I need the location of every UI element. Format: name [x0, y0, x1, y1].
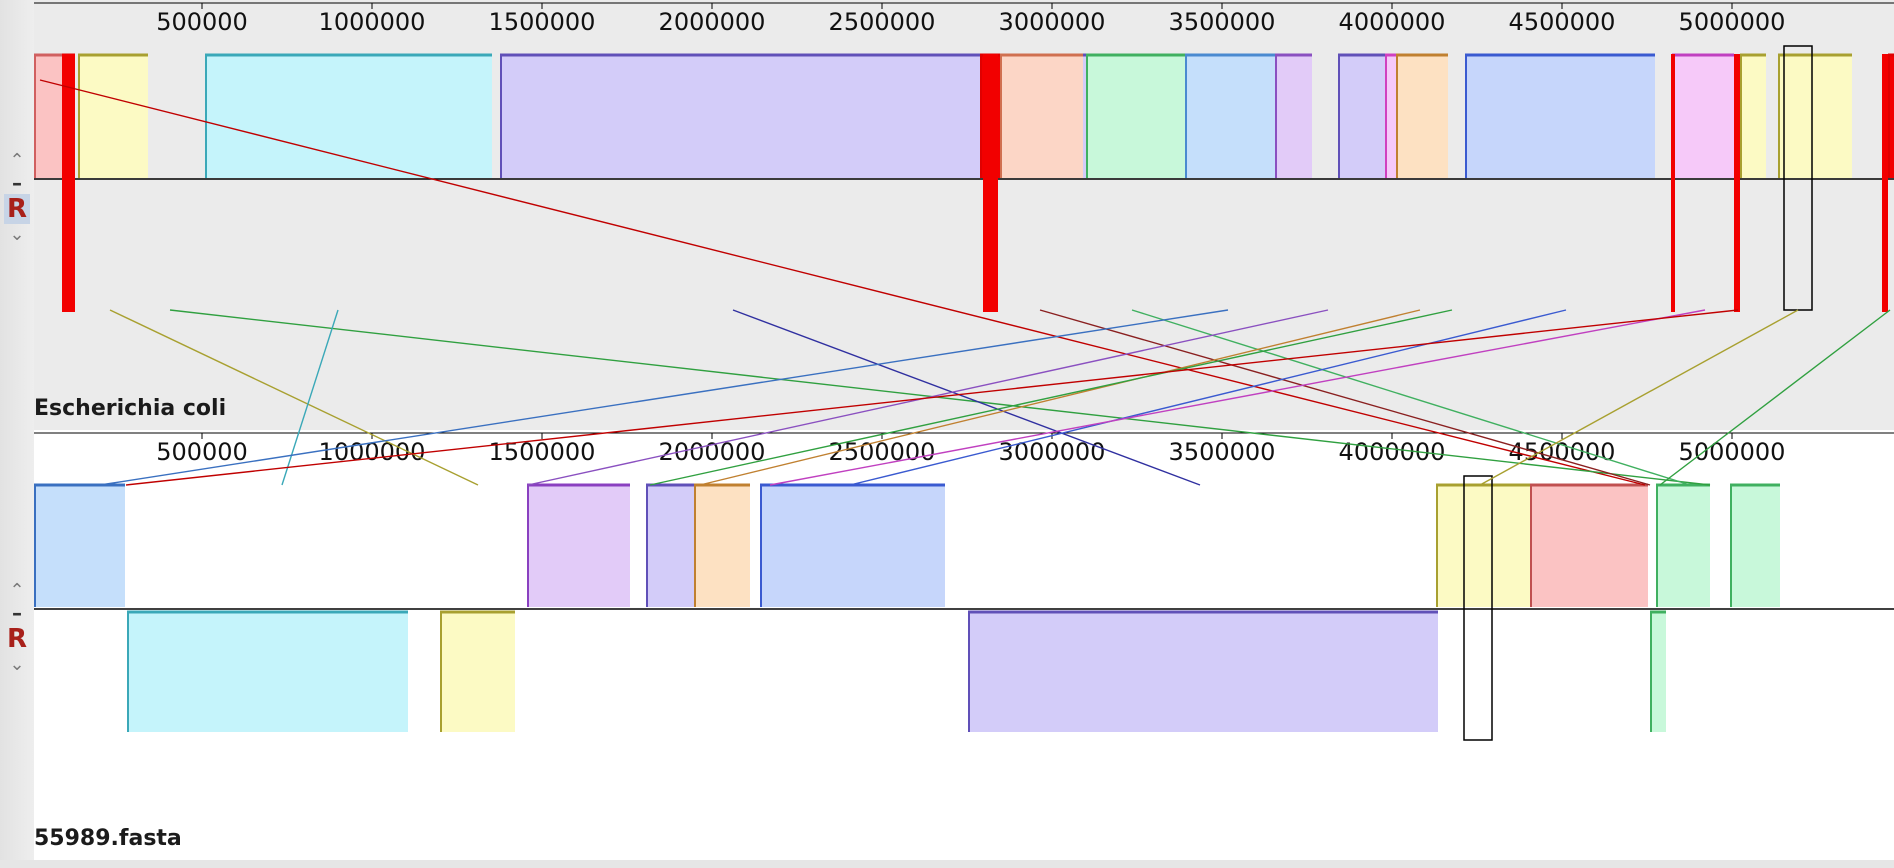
move-down-icon[interactable]: ⌄	[9, 224, 25, 245]
genome-name-label: Escherichia coli	[34, 396, 227, 421]
track-controls-1: ⌃ – R ⌄	[0, 150, 34, 246]
track-controls-2: ⌃ – R ⌄	[0, 580, 34, 676]
genome-panel-1[interactable]	[34, 0, 1894, 430]
move-up-icon[interactable]: ⌃	[9, 150, 25, 171]
track-control-sidebar	[0, 0, 35, 868]
genome-name-label: 55989.fasta	[34, 826, 182, 851]
move-up-icon[interactable]: ⌃	[9, 580, 25, 601]
reverse-button[interactable]: R	[4, 194, 30, 224]
collapse-button[interactable]: –	[12, 601, 22, 625]
genome-panel-2[interactable]	[34, 430, 1894, 860]
scroll-area[interactable]	[0, 860, 1894, 868]
collapse-button[interactable]: –	[12, 171, 22, 195]
reverse-button[interactable]: R	[6, 624, 28, 654]
move-down-icon[interactable]: ⌄	[9, 654, 25, 675]
